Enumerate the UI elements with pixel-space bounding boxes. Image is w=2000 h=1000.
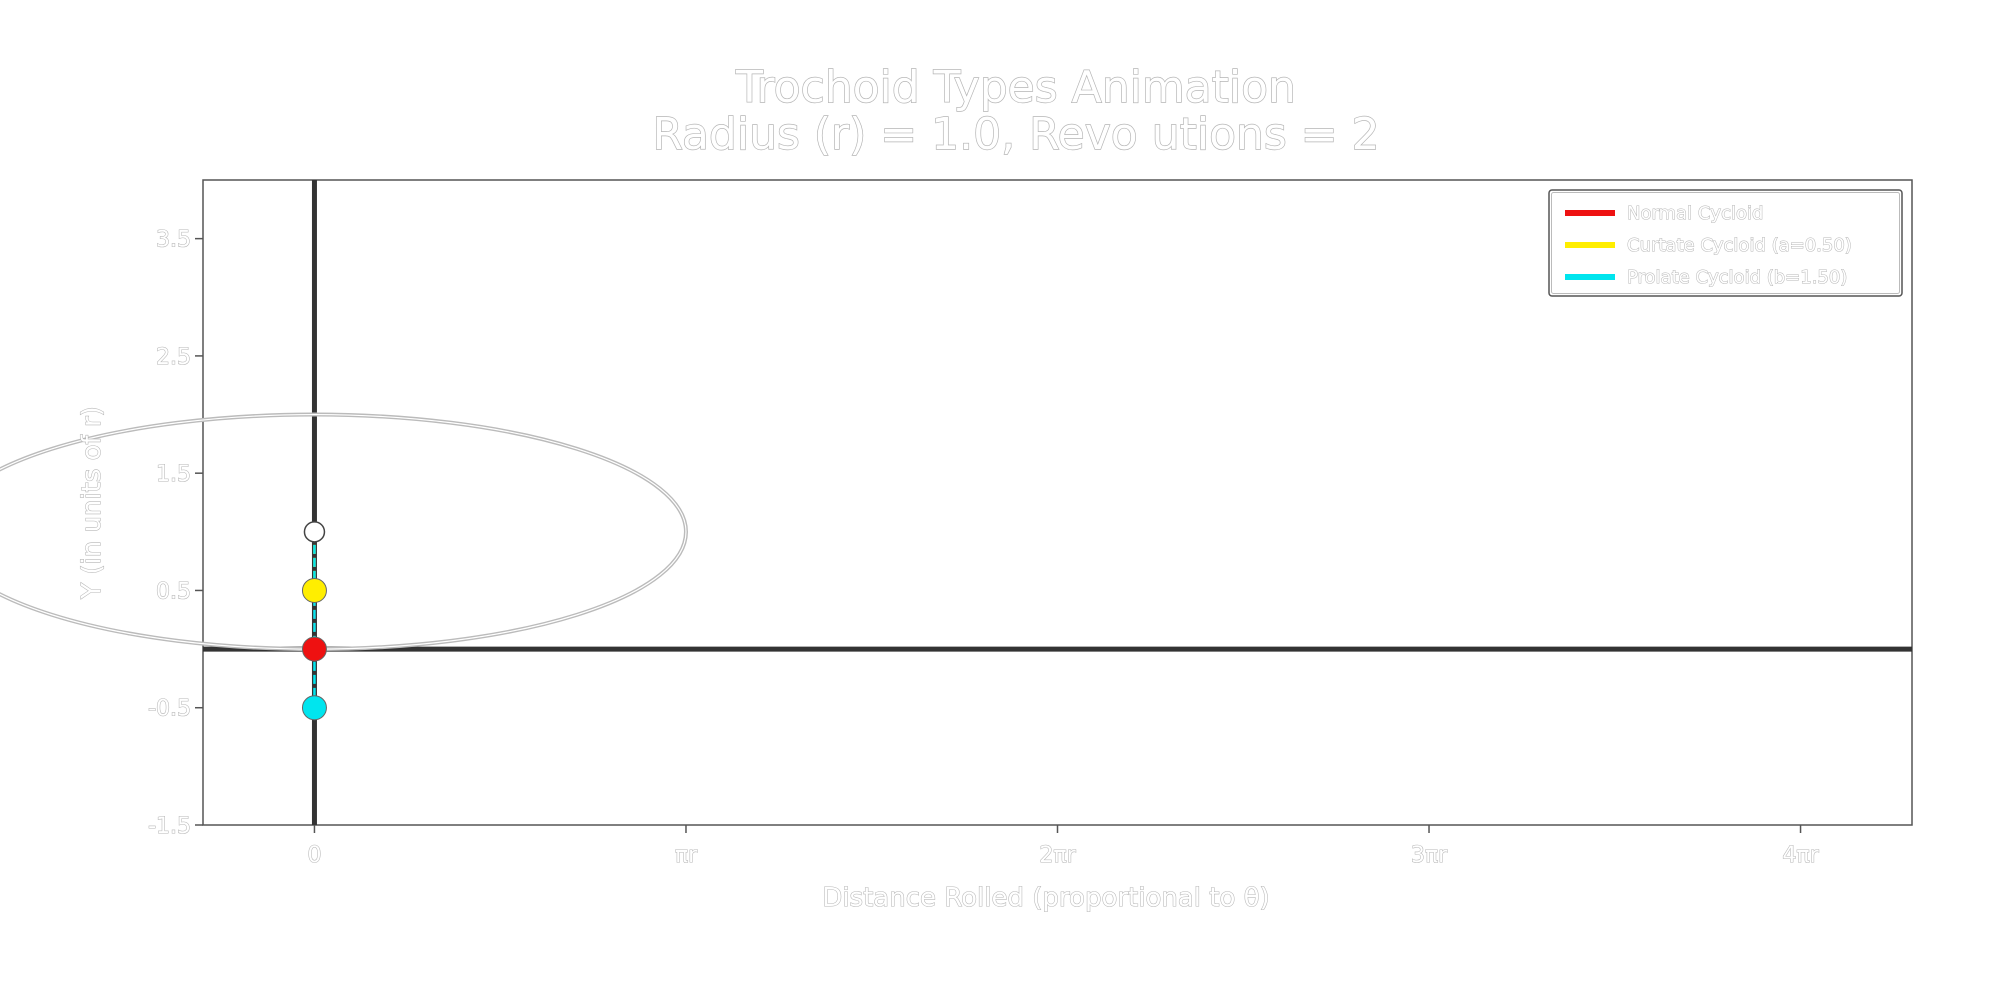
legend: Normal Cycloid Curtate Cycloid (a=0.50) Pr… bbox=[1548, 189, 1903, 297]
legend-entry: Normal Cycloid bbox=[1627, 203, 1763, 224]
chart-subtitle: Radius (r) = 1.0, Revo utions = 2 bbox=[652, 109, 1379, 160]
x-tick-label: πr bbox=[675, 843, 698, 868]
y-tick-label: 1.5 bbox=[156, 462, 191, 487]
legend-entry: Prolate Cycloid (b=1.50) bbox=[1627, 267, 1847, 288]
x-tick-label: 4πr bbox=[1782, 843, 1819, 868]
legend-box bbox=[1548, 189, 1903, 297]
tracing-points bbox=[301, 521, 327, 721]
legend-inner-border bbox=[1551, 192, 1900, 294]
series-point bbox=[301, 695, 327, 721]
chart-title: Trochoid Types Animation bbox=[735, 62, 1296, 113]
y-tick-label: -0.5 bbox=[148, 697, 191, 722]
y-tick-label: -1.5 bbox=[148, 814, 191, 839]
y-tick-label: 3.5 bbox=[156, 228, 191, 253]
y-tick-label: 2.5 bbox=[156, 345, 191, 370]
legend-entry: Curtate Cycloid (a=0.50) bbox=[1627, 235, 1852, 256]
x-axis-label: Distance Rolled (proportional to θ) bbox=[822, 883, 1269, 913]
series-point bbox=[301, 636, 327, 662]
x-tick-label: 3πr bbox=[1411, 843, 1448, 868]
circle-center-point bbox=[303, 521, 326, 543]
y-tick-label: 0.5 bbox=[156, 579, 191, 604]
axis-ticks: 0 πr 2πr 3πr 4πr -1.5 -0.5 0.5 1.5 2.5 3.5 bbox=[148, 227, 1821, 868]
y-axis-label: Y (in units of r) bbox=[77, 406, 107, 600]
x-tick-label: 2πr bbox=[1039, 843, 1076, 868]
x-tick-label: 0 bbox=[307, 843, 321, 868]
series-point bbox=[301, 577, 327, 603]
